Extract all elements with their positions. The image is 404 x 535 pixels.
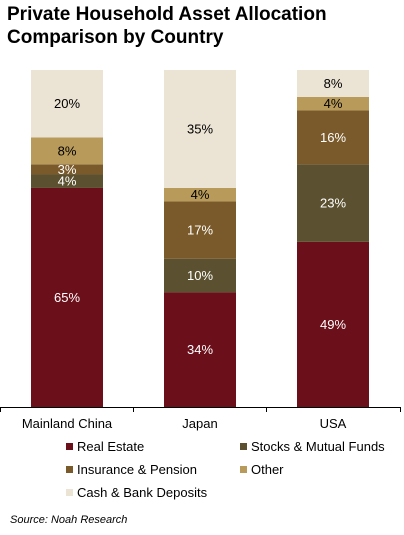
legend-label-cash-bank-deposits: Cash & Bank Deposits [77,485,208,500]
chart-title-line-1: Private Household Asset Allocation [7,4,327,25]
data-label-usa-stocks-mutual-funds: 23% [320,196,346,211]
data-label-mainland-china-real-estate: 65% [54,290,80,305]
bar-segment-japan-stocks-mutual-funds [164,258,236,293]
bar-segment-japan-other [164,187,236,202]
x-tick-label-mainland-china: Mainland China [22,416,113,431]
data-label-japan-insurance-pension: 17% [187,223,213,238]
legend-label-stocks-mutual-funds: Stocks & Mutual Funds [251,439,385,454]
legend-swatch-insurance-pension [66,466,73,473]
bar-segment-mainland-china-real-estate [31,187,103,407]
data-label-mainland-china-cash-bank-deposits: 20% [54,96,80,111]
bar-segment-usa-other [297,96,369,111]
bar-segment-usa-stocks-mutual-funds [297,164,369,242]
bar-segment-usa-insurance-pension [297,110,369,165]
x-tick-label-japan: Japan [182,416,217,431]
legend-label-insurance-pension: Insurance & Pension [77,462,197,477]
stacked-bar-chart: 65%4%3%8%20%34%10%17%4%35%49%23%16%4%8% … [0,70,401,500]
data-label-mainland-china-stocks-mutual-funds: 4% [58,174,77,189]
bar-segment-mainland-china-other [31,137,103,165]
legend-label-real-estate: Real Estate [77,439,144,454]
bar-segment-usa-real-estate [297,241,369,407]
data-label-mainland-china-insurance-pension: 3% [58,162,77,177]
legend-swatch-real-estate [66,443,73,450]
bar-segment-japan-cash-bank-deposits [164,70,236,188]
bar-segment-mainland-china-cash-bank-deposits [31,70,103,138]
bar-segment-mainland-china-insurance-pension [31,164,103,175]
bar-segment-usa-cash-bank-deposits [297,70,369,97]
legend-swatch-other [240,466,247,473]
plot-area: 65%4%3%8%20%34%10%17%4%35%49%23%16%4%8% [31,70,369,407]
data-label-usa-insurance-pension: 16% [320,130,346,145]
chart-title-line-2: Comparison by Country [7,27,224,48]
bar-segment-mainland-china-stocks-mutual-funds [31,174,103,188]
bar-segment-japan-real-estate [164,292,236,407]
x-tick-label-usa: USA [320,416,347,431]
data-label-usa-cash-bank-deposits: 8% [324,76,343,91]
chart-title: Private Household Asset Allocation Compa… [7,3,397,49]
data-label-japan-cash-bank-deposits: 35% [187,121,213,136]
legend-swatch-stocks-mutual-funds [240,443,247,450]
x-axis: Mainland China Japan USA [0,407,401,431]
source-note: Source: Noah Research [10,514,128,526]
legend-swatch-cash-bank-deposits [66,489,73,496]
legend-label-other: Other [251,462,284,477]
data-label-usa-other: 4% [324,96,343,111]
data-label-japan-stocks-mutual-funds: 10% [187,268,213,283]
bar-segment-japan-insurance-pension [164,201,236,259]
data-label-japan-real-estate: 34% [187,342,213,357]
data-label-mainland-china-other: 8% [58,143,77,158]
data-label-usa-real-estate: 49% [320,317,346,332]
legend: Real Estate Stocks & Mutual Funds Insuranc… [66,439,385,500]
data-label-japan-other: 4% [191,187,210,202]
